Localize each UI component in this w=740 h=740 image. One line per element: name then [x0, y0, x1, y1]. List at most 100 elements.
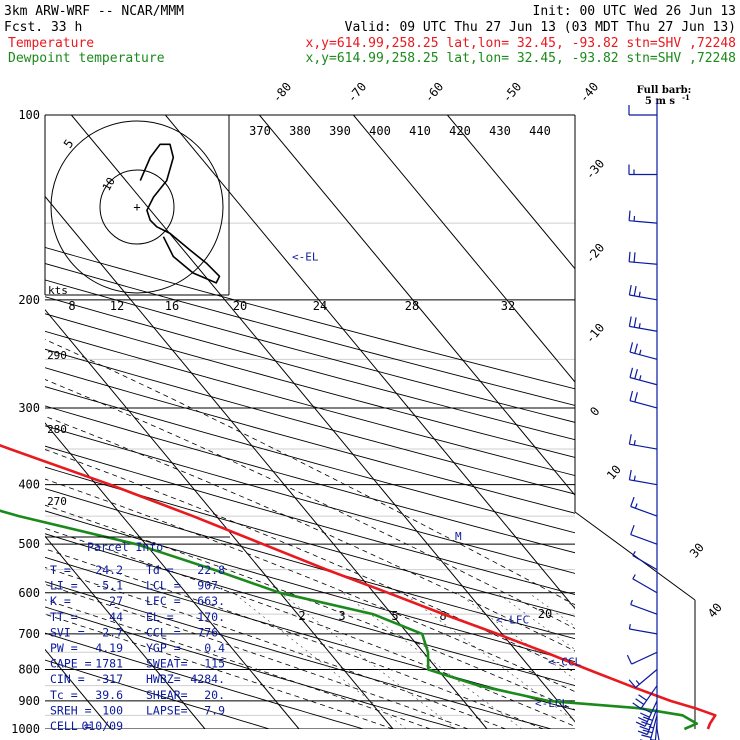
wind-barb-half-flag: [632, 550, 636, 556]
wind-barb-flag: [630, 496, 635, 507]
wind-barb: [629, 325, 658, 332]
parcel-stat-label: K =: [50, 594, 71, 608]
theta-tick-label: 430: [489, 124, 511, 138]
moist-adiabat-line: [45, 379, 575, 629]
wind-barb-flag: [634, 392, 638, 403]
wind-barb-flag: [628, 210, 631, 221]
mixing-ratio-line: [342, 592, 523, 729]
parcel-stat-label: Tc =: [50, 688, 78, 702]
parcel-stat-value: 24.2: [95, 563, 123, 577]
parcel-stat-value: 2.7: [102, 625, 123, 639]
wind-barb-flag: [628, 469, 632, 480]
dry-adiabat-line: [45, 632, 364, 729]
wind-barb-half-flag: [632, 574, 636, 580]
pressure-tick-label: 1000: [11, 722, 40, 736]
pressure-tick-label: 300: [18, 401, 40, 415]
parcel-stat-value: -317: [95, 672, 123, 686]
wind-barb-flag: [641, 734, 652, 739]
wind-barb: [629, 628, 658, 635]
wind-barb-flag: [632, 702, 642, 710]
parcel-stat-label: LCL =: [146, 579, 181, 593]
wind-barb-flag: [635, 721, 646, 727]
parcel-stat-label: EL =: [146, 610, 174, 624]
dewpoint-legend: Dewpoint temperature: [8, 51, 165, 66]
pressure-tick-label: 400: [18, 478, 40, 492]
isotherm-tick-label: 30: [687, 540, 707, 560]
dry-adiabat-line: [45, 246, 575, 390]
parcel-stat-value: 663.: [197, 594, 225, 608]
isotherm-tick-label: -50: [500, 80, 525, 106]
dewpoint-location-info: x,y=614.99,258.25 lat,lon= 32.45, -93.82…: [306, 51, 736, 66]
parcel-stat-value: 170.: [197, 610, 225, 624]
wind-barb-half-flag: [638, 323, 641, 329]
parcel-stat-value: 115: [204, 657, 225, 671]
parcel-stat-label: CCL =: [146, 625, 181, 639]
isotherm-tick-label: -80: [270, 80, 295, 106]
wind-barb-flag: [633, 252, 636, 263]
wind-barb-half-flag: [633, 475, 636, 481]
theta-tick-label: 380: [289, 124, 311, 138]
barb-legend-title: Full barb:: [637, 85, 692, 96]
isotherm-tick-label: 20: [538, 607, 552, 621]
dry-adiabat-line: [45, 296, 575, 441]
isotherm-tick-label: 10: [604, 462, 624, 482]
dry-adiabat-line: [45, 445, 575, 596]
plot-lines: [45, 115, 575, 729]
parcel-stat-label: PW =: [50, 641, 78, 655]
parcel-stat-label: CAPE =: [50, 657, 92, 671]
parcel-stat-label: SVI =: [50, 625, 85, 639]
mixing-ratio-tick-label: 12: [110, 299, 124, 313]
mixing-ratio-tick-label: 20: [233, 299, 247, 313]
wind-barb-flag: [634, 343, 638, 354]
isotherm-line: [352, 115, 575, 383]
dry-adiabat-line: [45, 466, 575, 617]
lfc-level-label: <-LFC: [496, 613, 529, 626]
isotherm-tick-label: -10: [583, 321, 608, 347]
parcel-stat-value: 010/09: [81, 719, 123, 733]
isotherm-tick-label: -40: [577, 80, 602, 106]
wind-barb: [629, 479, 658, 486]
parcel-stat-label: T =: [50, 563, 71, 577]
parcel-stat-label: LFC =: [146, 594, 181, 608]
moist-adiabat-line: [45, 583, 469, 729]
moist-adiabat-line: [45, 339, 575, 606]
parcel-stat-value: 0.4: [204, 641, 225, 655]
wind-barb: [646, 708, 658, 735]
wind-barb-half-flag: [639, 349, 642, 355]
wind-barb: [630, 505, 658, 517]
parcel-stat-label: TT =: [50, 610, 78, 624]
moist-adiabat-line: [45, 567, 506, 729]
wind-barb: [635, 669, 658, 688]
dewpoint-profile-line: [0, 509, 699, 731]
model-title: 3km ARW-WRF -- NCAR/MMM: [4, 4, 184, 19]
wind-barb: [649, 715, 658, 740]
isotherm-line: [258, 115, 575, 497]
hodograph-ring-label: 10: [100, 175, 118, 193]
theta-tick-label: 440: [529, 124, 551, 138]
theta-tick-label: 410: [409, 124, 431, 138]
dry-adiabat-line: [45, 313, 575, 458]
dry-adiabat-line: [45, 581, 552, 729]
theta-e-label: 280: [47, 423, 67, 436]
mixing-ratio-tick-label: 16: [165, 299, 179, 313]
ccl-level-label: <-CCL: [548, 655, 581, 668]
wind-barb-flag: [629, 342, 634, 353]
wind-barb: [631, 651, 658, 665]
isotherm-line: [45, 535, 206, 729]
dry-adiabat-line: [45, 510, 575, 663]
hodograph: 105+: [50, 120, 224, 294]
parcel-info-title: Parcel Info: [87, 540, 163, 554]
lcl-level-label: <-LCL: [535, 697, 568, 710]
isotherm-tick-label: 0: [587, 404, 602, 419]
wind-barb-flag: [628, 679, 637, 688]
parcel-stat-label: SWEAT=: [146, 657, 188, 671]
dry-adiabat-line: [45, 348, 575, 495]
pressure-tick-label: 800: [18, 662, 40, 676]
wind-barb-flag: [640, 712, 650, 718]
parcel-stat-value: 7.9: [204, 703, 225, 717]
wind-barb-flag: [628, 251, 631, 262]
wind-barb-half-flag: [628, 623, 631, 630]
wind-barb: [656, 728, 660, 740]
parcel-stat-value: 22.8: [197, 563, 225, 577]
